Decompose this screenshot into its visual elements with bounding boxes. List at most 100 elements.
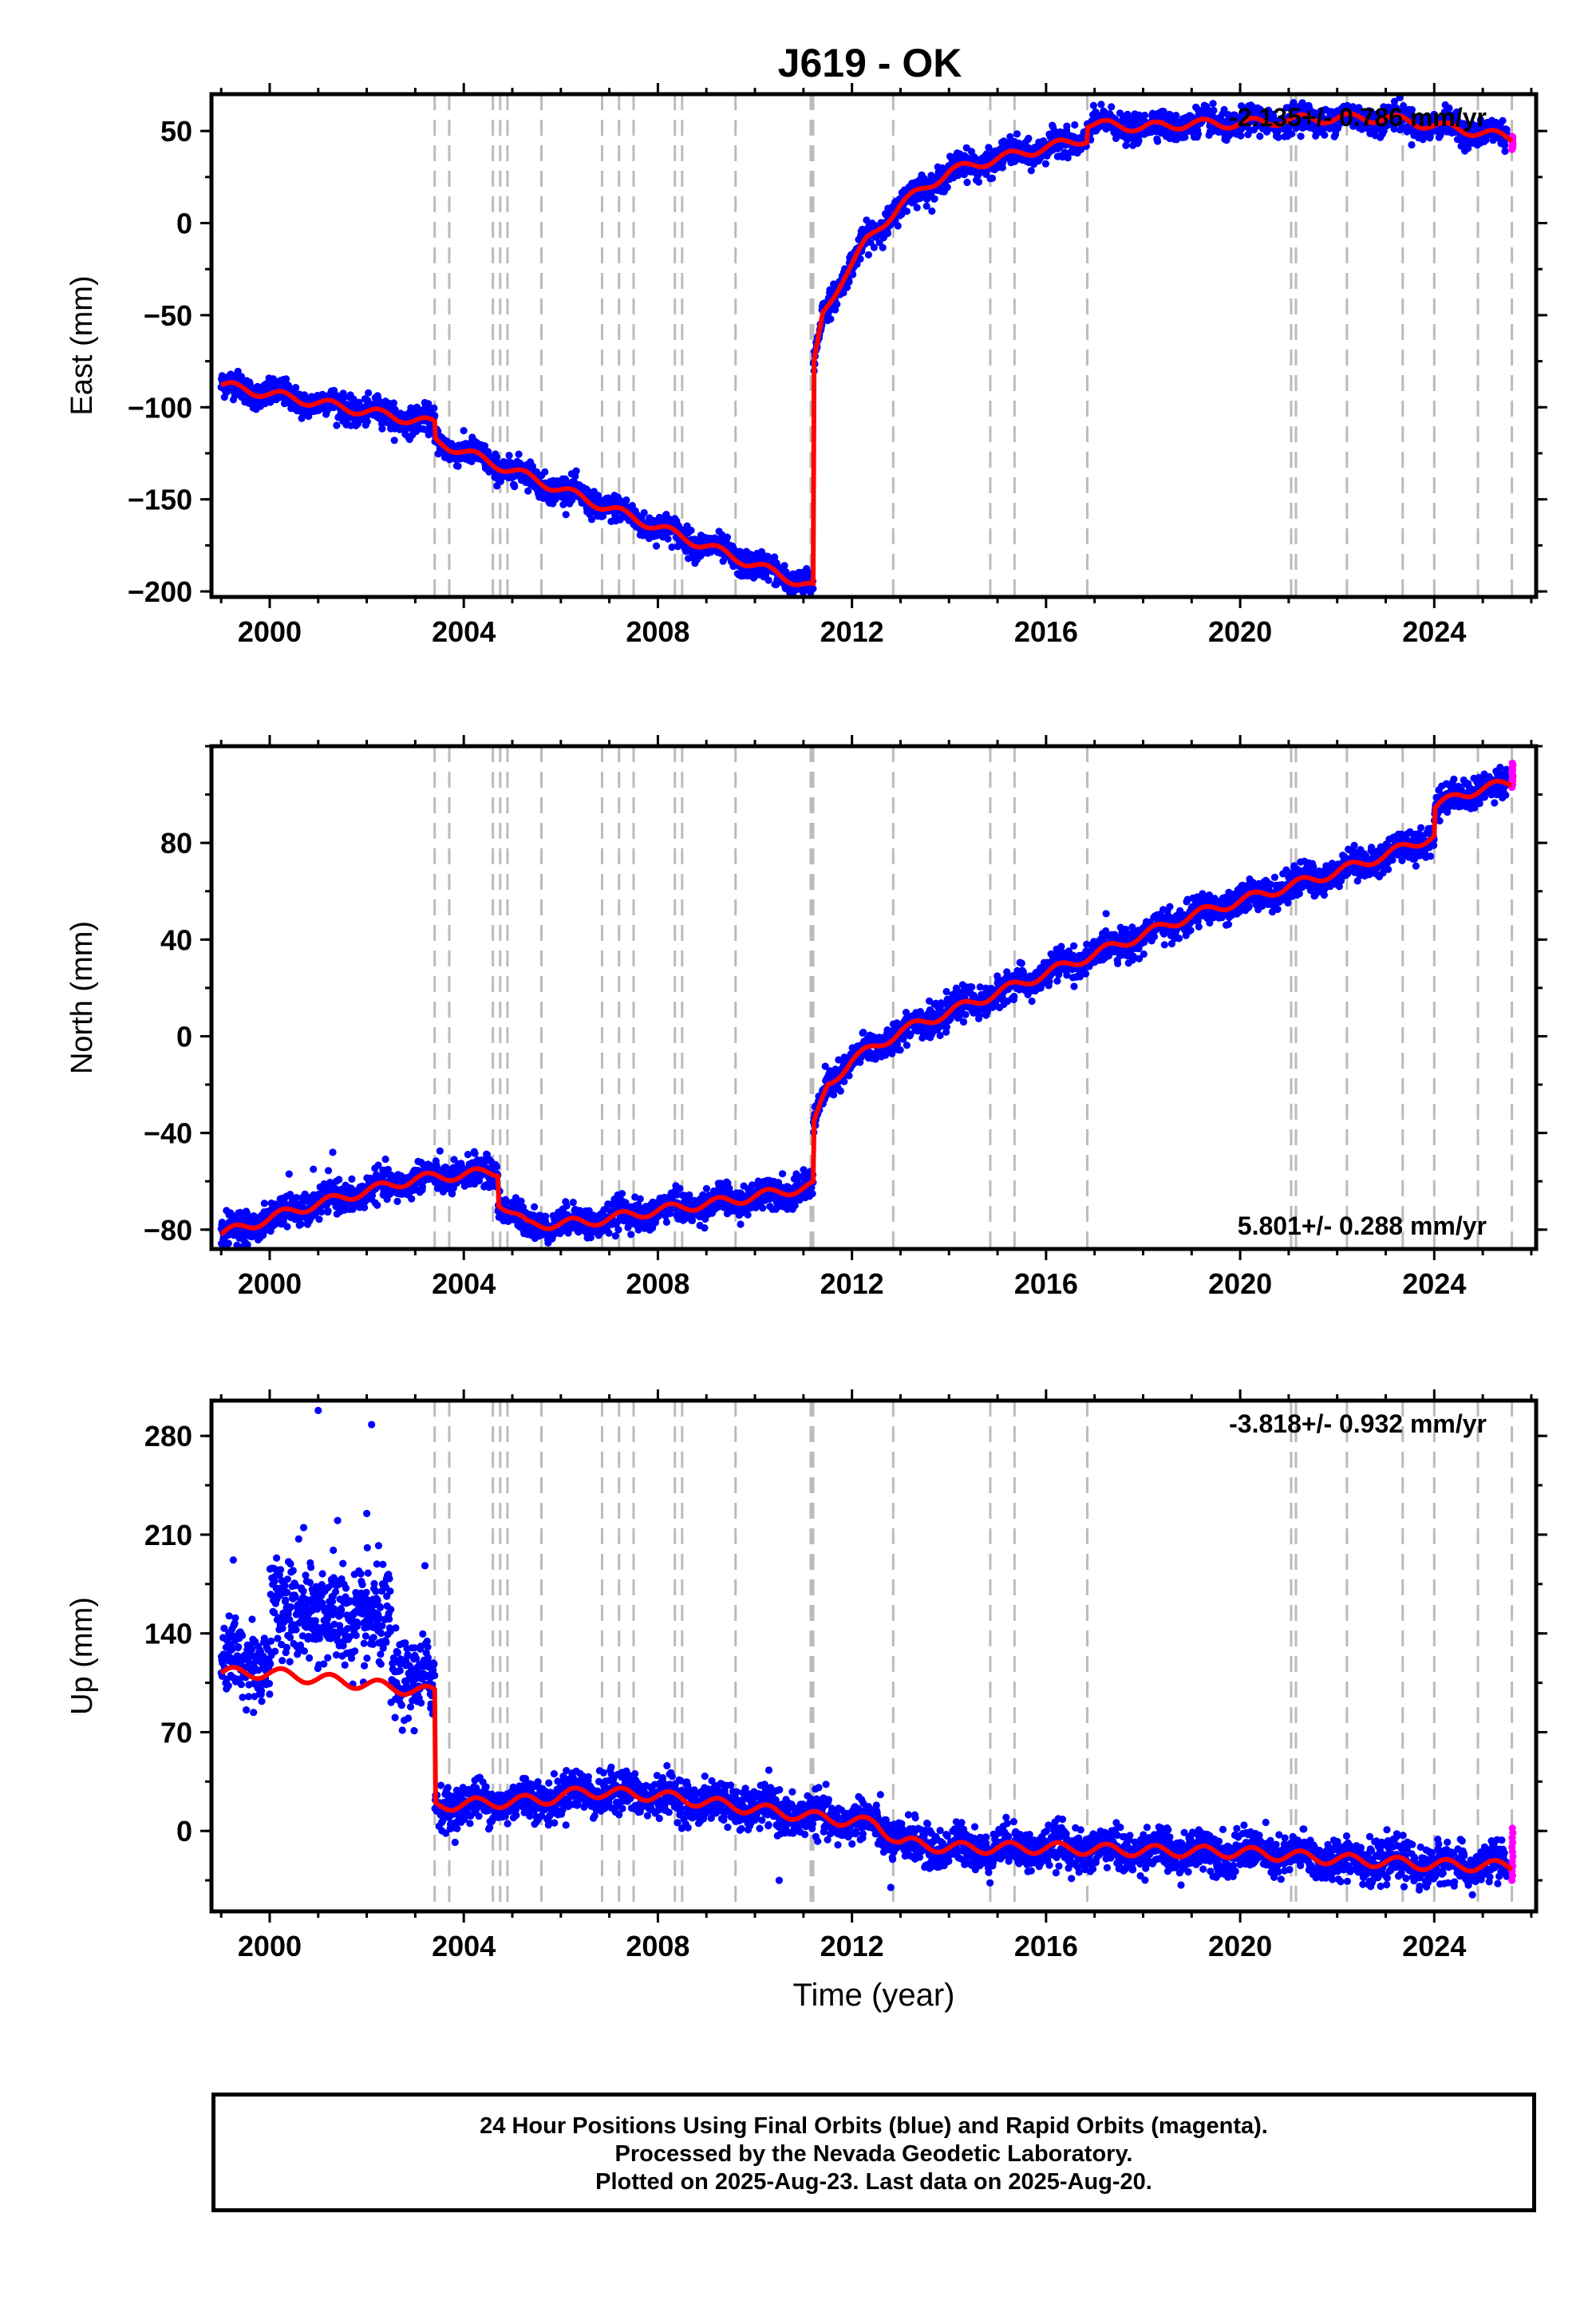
x-tick-label: 2024 xyxy=(1402,615,1466,648)
final-point xyxy=(1321,131,1329,139)
final-point xyxy=(460,427,468,435)
y-tick-label: −200 xyxy=(128,575,192,608)
final-point xyxy=(260,1199,268,1207)
final-point xyxy=(348,1175,356,1183)
final-point xyxy=(687,527,695,535)
x-tick-label: 2008 xyxy=(626,615,689,648)
final-point xyxy=(1194,130,1203,138)
final-point xyxy=(492,1163,501,1171)
final-point xyxy=(1237,132,1245,140)
final-point xyxy=(587,516,596,524)
final-point xyxy=(870,243,878,251)
panel-east: 2000 2004 2008 2012 2016 2020 2024−200−150−100… xyxy=(65,83,1547,648)
x-tick-label: 2004 xyxy=(432,615,496,648)
final-point xyxy=(928,207,936,215)
final-point xyxy=(622,496,630,504)
final-point xyxy=(430,404,438,412)
final-point xyxy=(1408,140,1416,149)
final-point xyxy=(1210,106,1218,114)
final-point xyxy=(1256,132,1264,140)
final-point xyxy=(297,1220,305,1228)
final-point xyxy=(365,389,373,397)
final-point xyxy=(562,511,570,519)
final-point xyxy=(833,300,841,308)
final-point xyxy=(373,1201,381,1209)
final-point xyxy=(283,1223,291,1231)
final-point xyxy=(390,437,398,445)
final-point xyxy=(1108,103,1116,111)
final-point xyxy=(883,229,891,238)
final-point xyxy=(378,425,386,433)
final-point xyxy=(943,184,951,192)
final-point xyxy=(723,533,732,541)
final-point xyxy=(809,585,817,593)
final-point xyxy=(879,243,887,251)
final-point xyxy=(771,553,779,561)
final-point xyxy=(664,535,672,543)
final-point xyxy=(1025,134,1033,142)
x-tick-label: 2000 xyxy=(238,615,302,648)
final-point xyxy=(335,1176,343,1184)
final-point xyxy=(480,442,489,450)
final-point xyxy=(361,1203,369,1211)
final-point xyxy=(1274,133,1282,141)
final-point xyxy=(572,467,580,475)
final-point xyxy=(856,255,864,263)
final-point xyxy=(381,1155,389,1164)
final-point xyxy=(492,453,501,461)
final-point xyxy=(827,315,835,323)
x-tick-label: 2016 xyxy=(1014,615,1078,648)
final-point xyxy=(913,204,921,211)
y-tick-label: −100 xyxy=(128,391,192,424)
final-point xyxy=(389,399,397,407)
data-points xyxy=(217,94,1517,597)
final-point xyxy=(652,542,661,550)
final-point xyxy=(505,452,513,460)
y-tick-label: 0 xyxy=(176,207,192,240)
final-point xyxy=(668,543,676,551)
final-point xyxy=(903,207,911,215)
final-point xyxy=(393,1197,401,1205)
final-point xyxy=(845,278,853,286)
final-point xyxy=(1013,130,1021,138)
final-point xyxy=(1063,122,1071,130)
final-point xyxy=(839,289,847,297)
final-point xyxy=(541,468,549,476)
x-tick-label: 2012 xyxy=(820,615,884,648)
final-point xyxy=(559,500,567,508)
final-point xyxy=(234,367,242,375)
final-point xyxy=(524,487,532,495)
final-point xyxy=(511,483,519,491)
final-point xyxy=(1071,121,1079,129)
final-point xyxy=(436,1147,444,1155)
model-fit-line xyxy=(220,111,1514,587)
chart-title: J619 - OK xyxy=(778,41,962,85)
final-point xyxy=(1499,117,1507,124)
y-axis-label: East (mm) xyxy=(65,275,99,415)
final-point xyxy=(780,562,788,570)
final-point xyxy=(324,1167,333,1175)
final-point xyxy=(1209,100,1217,108)
final-point xyxy=(454,462,462,470)
final-point xyxy=(764,576,772,584)
final-point xyxy=(237,373,245,381)
panel-north: 2000 2004 2008 2012 2016 2020 2024−80−4004080N… xyxy=(65,735,1547,1300)
y-tick-label: −150 xyxy=(128,484,192,516)
final-point xyxy=(849,271,857,279)
final-point xyxy=(640,508,648,517)
final-point xyxy=(988,174,997,182)
final-point xyxy=(292,384,300,392)
plot-frame xyxy=(209,92,1539,599)
final-point xyxy=(974,178,983,186)
final-point xyxy=(930,195,938,203)
final-point xyxy=(864,251,872,259)
final-point xyxy=(1140,111,1149,120)
final-point xyxy=(464,1151,472,1159)
final-point xyxy=(1097,101,1105,109)
final-point xyxy=(1027,167,1035,175)
final-point xyxy=(298,414,306,422)
final-point xyxy=(515,450,523,458)
final-point xyxy=(528,462,537,471)
final-point xyxy=(1135,136,1143,144)
